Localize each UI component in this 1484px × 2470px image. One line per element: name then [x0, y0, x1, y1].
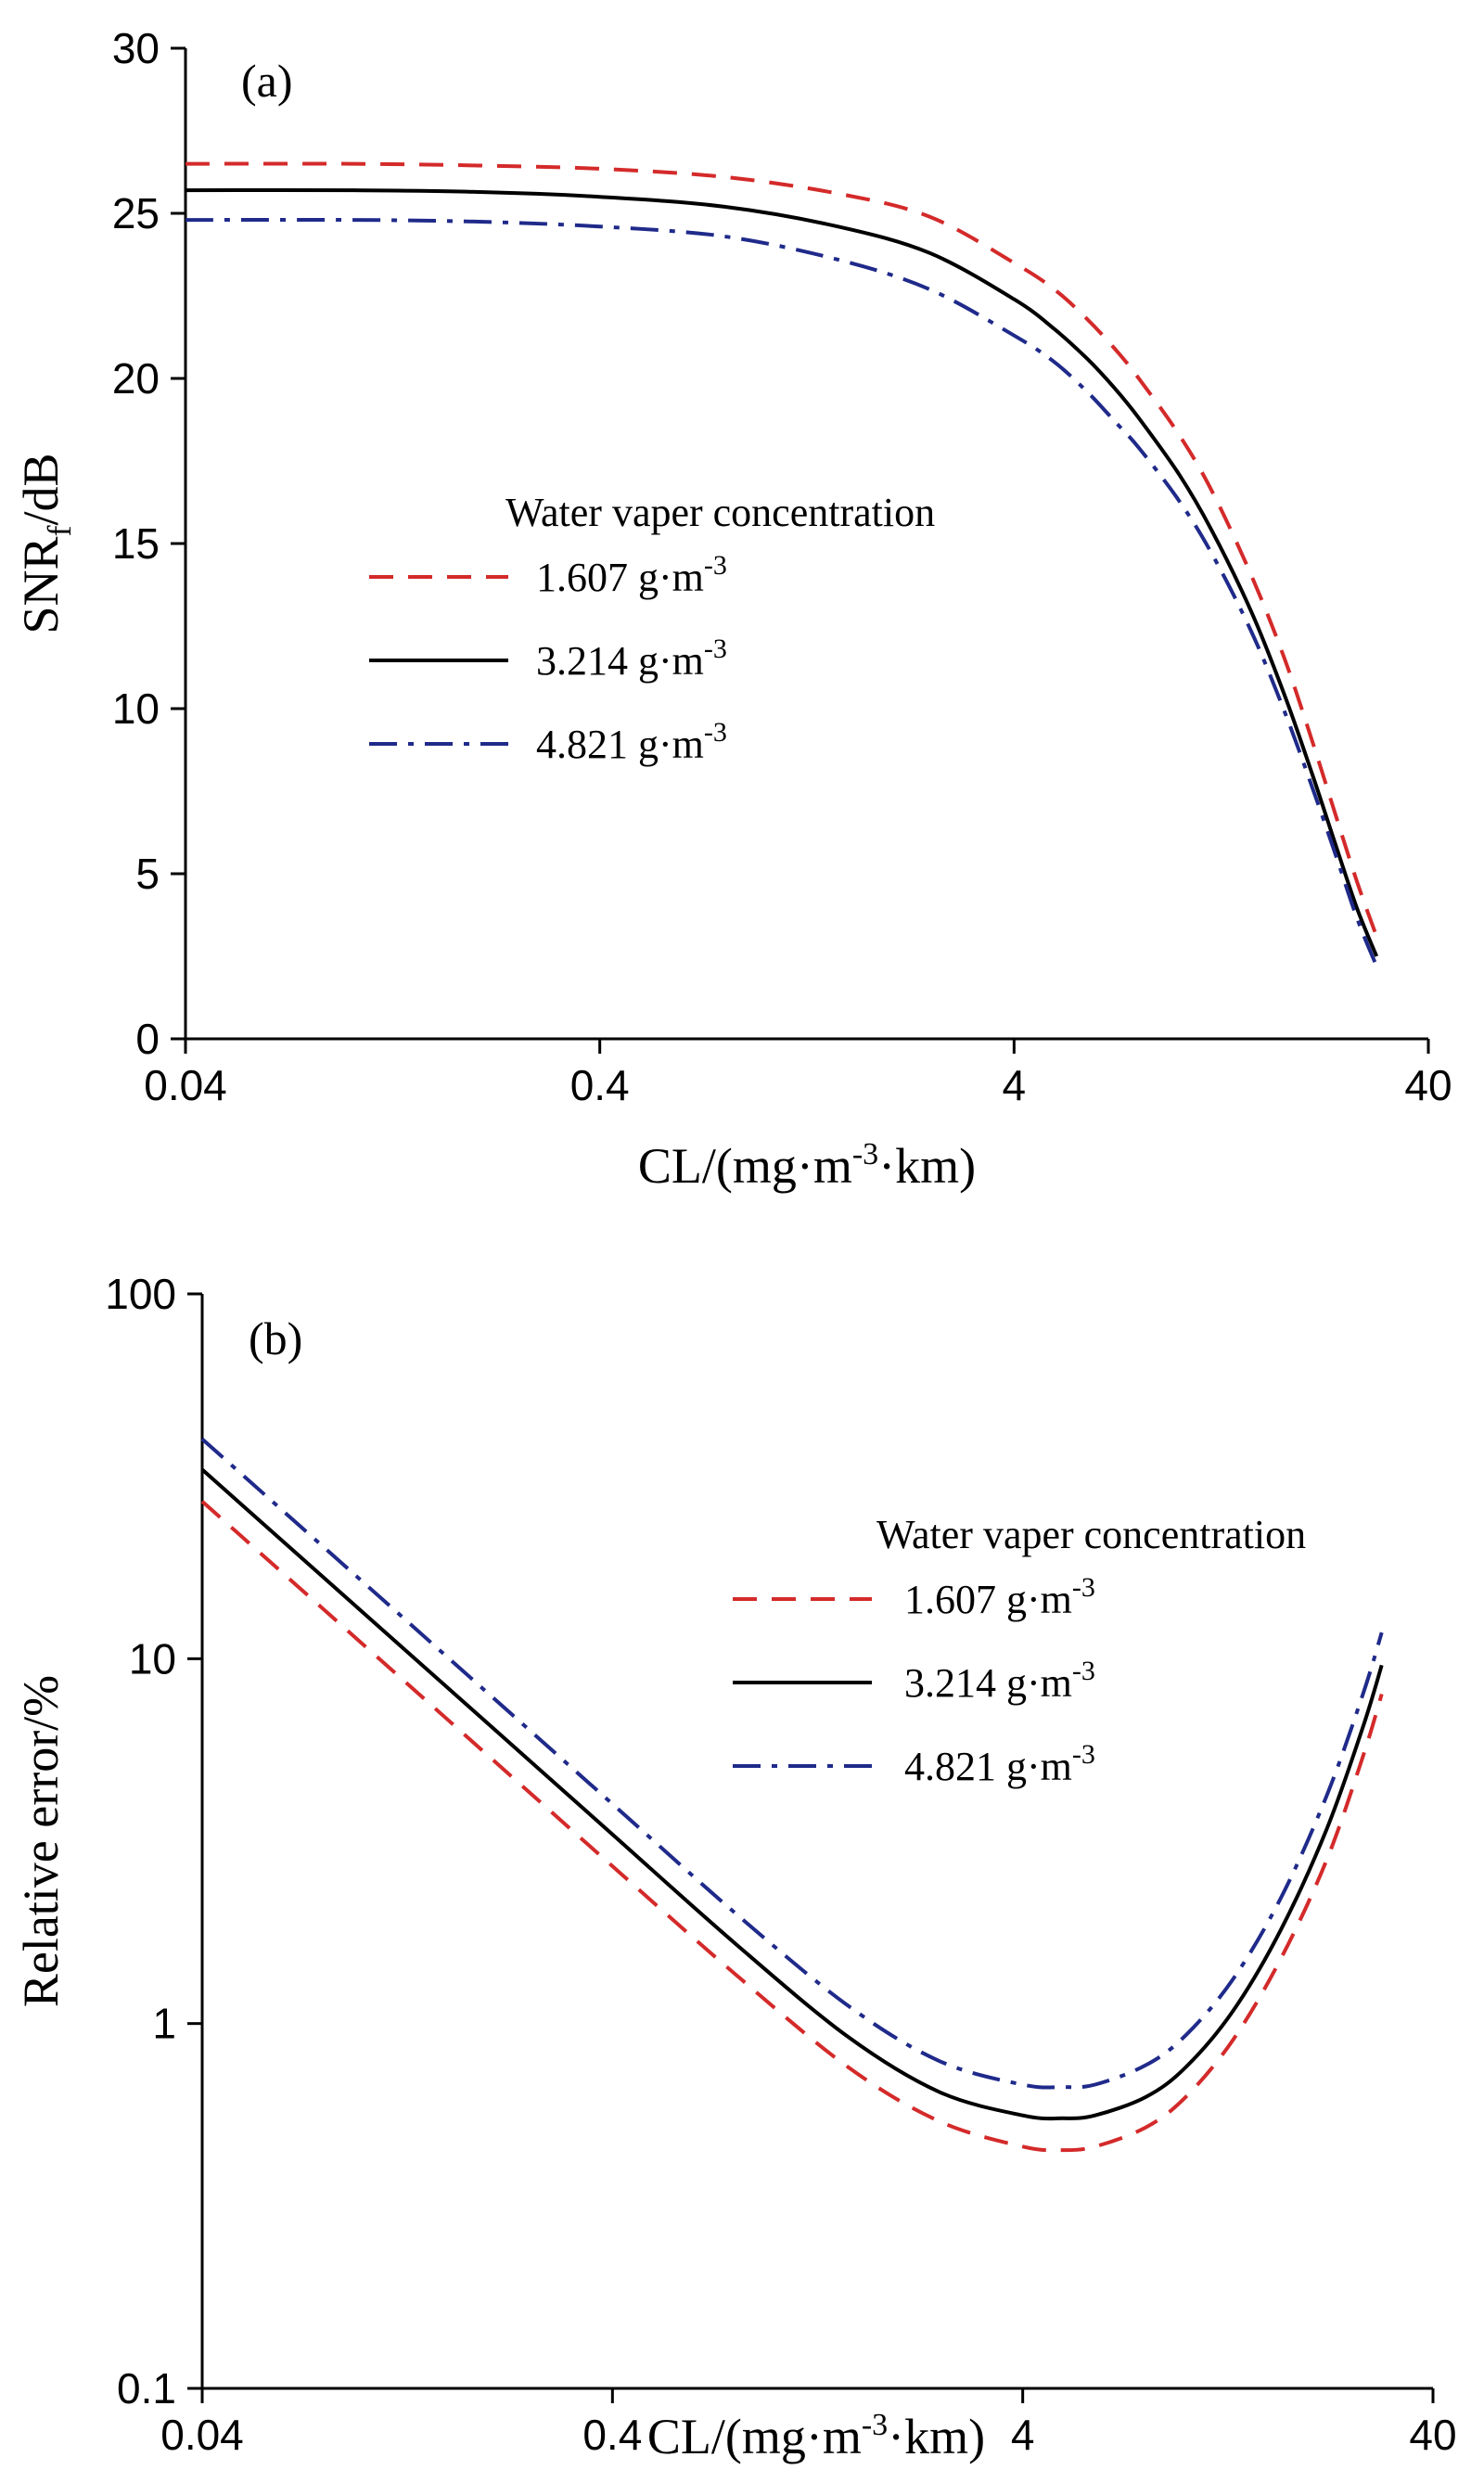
series-line-1 — [185, 161, 1379, 938]
series-line-2 — [200, 1467, 1384, 2121]
panel-b-curves — [200, 1438, 1384, 2153]
x-tick-label: 0.4 — [582, 2411, 642, 2459]
panel-b-y-ticks: 0.1 1 10 100 — [105, 1270, 202, 2412]
panel-a-curves — [185, 161, 1379, 967]
y-tick-label: 0 — [135, 1015, 160, 1063]
y-tick-label: 25 — [112, 189, 160, 237]
panel-b-x-ticks: 0.04 0.4 4 40 — [160, 2388, 1457, 2459]
x-tick-label: 40 — [1409, 2411, 1456, 2459]
series-line-1 — [200, 1500, 1384, 2153]
x-tick-label: 40 — [1404, 1061, 1452, 1109]
x-tick-label: 0.4 — [570, 1061, 630, 1109]
panel-a-legend-title: Water vaper concentration — [505, 490, 935, 535]
panel-a-legend-entry-1: 1.607 g·m-3 — [536, 550, 727, 600]
panel-b-legend-entry-2: 3.214 g·m-3 — [904, 1656, 1095, 1706]
panel-b-x-axis-label: CL/(mg·m-3·km) — [647, 2408, 985, 2464]
y-tick-label: 15 — [112, 519, 160, 568]
y-tick-label: 1 — [152, 2000, 176, 2048]
panel-a-axes — [184, 48, 1428, 1041]
panel-b-label: (b) — [249, 1312, 302, 1364]
panel-a-legend: Water vaper concentration 1.607 g·m-3 3.… — [369, 490, 935, 767]
y-tick-label: 100 — [105, 1270, 176, 1318]
y-tick-label: 0.1 — [117, 2364, 176, 2412]
y-tick-label: 30 — [112, 24, 160, 72]
panel-a-x-ticks: 0.04 0.4 4 40 — [144, 1039, 1452, 1109]
x-tick-label: 4 — [1003, 1061, 1027, 1109]
panel-b-axes — [200, 1294, 1433, 2390]
series-line-3 — [185, 217, 1379, 967]
y-tick-label: 10 — [112, 685, 160, 733]
y-tick-label: 20 — [112, 354, 160, 403]
panel-b-legend-title: Water vaper concentration — [876, 1512, 1306, 1557]
panel-b-y-axis-label: Relative error/% — [13, 1675, 69, 2007]
y-tick-label: 5 — [135, 850, 160, 898]
panel-a-y-axis-label: SNRf/dB — [13, 453, 78, 633]
panel-a-x-axis-label: CL/(mg·m-3·km) — [638, 1137, 976, 1194]
series-line-2 — [185, 187, 1379, 957]
panel-a-label: (a) — [241, 55, 293, 107]
series-line-3 — [200, 1438, 1384, 2090]
x-tick-label: 4 — [1011, 2411, 1035, 2459]
x-tick-label: 0.04 — [160, 2411, 244, 2459]
panel-a-legend-entry-3: 4.821 g·m-3 — [536, 717, 727, 767]
panel-b-legend-entry-1: 1.607 g·m-3 — [904, 1572, 1095, 1622]
panel-b-legend: Water vaper concentration 1.607 g·m-3 3.… — [733, 1512, 1306, 1789]
panel-a: 0.04 0.4 4 40 0 5 10 15 20 25 30 (a) CL/(mg·m-3·k… — [13, 24, 1452, 1194]
x-tick-label: 0.04 — [144, 1061, 227, 1109]
y-tick-label: 10 — [129, 1634, 176, 1683]
panel-a-y-ticks: 0 5 10 15 20 25 30 — [112, 24, 186, 1063]
panel-b-legend-entry-3: 4.821 g·m-3 — [904, 1739, 1095, 1789]
panel-a-legend-entry-2: 3.214 g·m-3 — [536, 633, 727, 684]
